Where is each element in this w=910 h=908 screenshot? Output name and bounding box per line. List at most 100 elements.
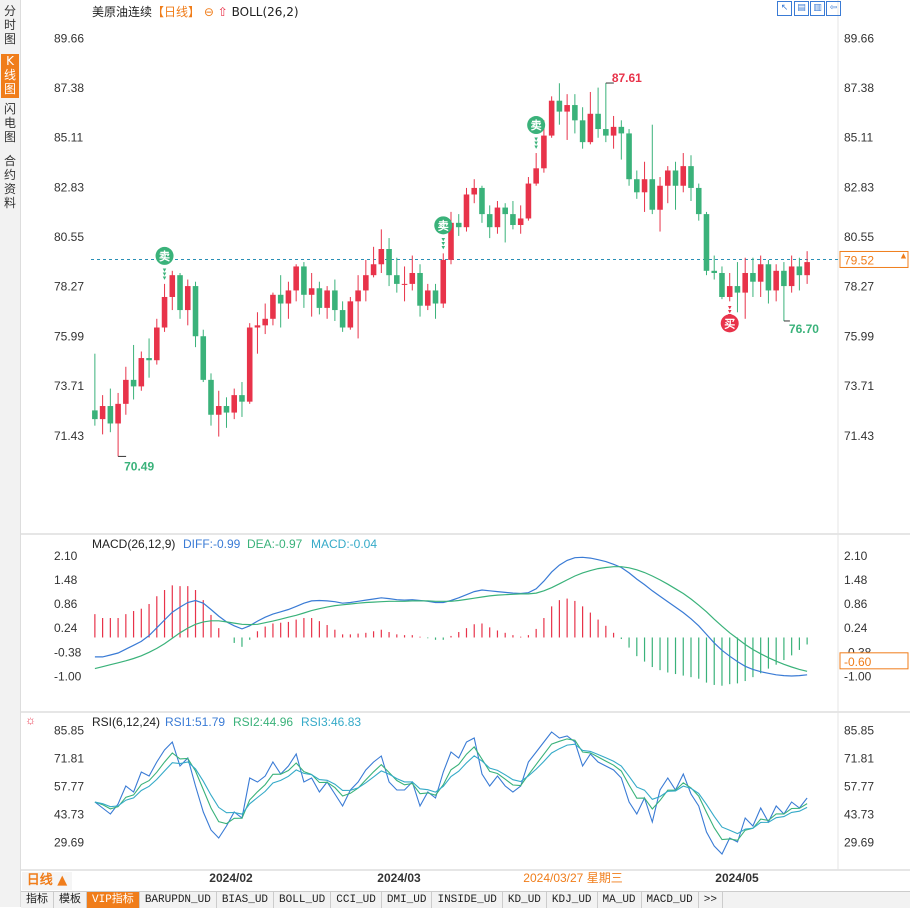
period-selector-button[interactable]: 日线 ▲	[22, 872, 72, 890]
candle[interactable]	[293, 266, 299, 291]
candle[interactable]	[386, 249, 392, 276]
indicator-tab-kd-ud[interactable]: KD_UD	[503, 892, 547, 908]
candle[interactable]	[634, 179, 640, 193]
candle[interactable]	[223, 406, 230, 413]
candle[interactable]	[757, 264, 764, 282]
candle[interactable]	[370, 264, 377, 276]
candle[interactable]	[316, 288, 323, 308]
candle[interactable]	[308, 288, 315, 295]
candle[interactable]	[610, 126, 617, 136]
candle[interactable]	[409, 272, 416, 284]
candle[interactable]	[579, 120, 586, 143]
candle[interactable]	[595, 113, 601, 130]
indicator-tab--[interactable]: 模板	[54, 892, 87, 908]
candle[interactable]	[239, 395, 245, 402]
candle[interactable]	[138, 358, 145, 387]
sell-signal-icon[interactable]	[155, 246, 174, 265]
candle[interactable]	[347, 301, 354, 328]
candle[interactable]	[688, 166, 694, 188]
candle[interactable]	[502, 207, 508, 215]
layout-tool-icon[interactable]: ▤	[794, 1, 809, 16]
candle[interactable]	[517, 218, 524, 226]
candle[interactable]	[215, 406, 222, 415]
candle[interactable]	[440, 259, 447, 304]
candle[interactable]	[324, 290, 330, 308]
candle[interactable]	[262, 318, 268, 326]
indicator-tab-inside-ud[interactable]: INSIDE_UD	[432, 892, 503, 908]
indicator-tab-vip-[interactable]: VIP指标	[87, 892, 140, 908]
tab-timeshare[interactable]: 分时图	[3, 4, 16, 46]
candle[interactable]	[734, 286, 741, 293]
candle[interactable]	[773, 270, 779, 291]
candle[interactable]	[781, 270, 787, 287]
candle[interactable]	[339, 310, 346, 328]
indicator-tab-boll-ud[interactable]: BOLL_UD	[274, 892, 332, 908]
candle[interactable]	[618, 126, 625, 134]
candle[interactable]	[603, 129, 609, 136]
candle[interactable]	[572, 105, 578, 121]
sell-signal-icon[interactable]	[527, 116, 546, 135]
candle[interactable]	[455, 222, 462, 228]
indicator-arrow-icon[interactable]: ⇧	[217, 5, 228, 19]
candle[interactable]	[533, 168, 539, 184]
candle[interactable]	[246, 327, 253, 402]
candle[interactable]	[564, 105, 570, 112]
tab-contract-info[interactable]: 合约资料	[3, 154, 16, 210]
candle[interactable]	[355, 290, 361, 302]
indicator-tab--[interactable]: 指标	[21, 892, 54, 908]
indicator-tab--[interactable]: >>	[699, 892, 723, 908]
indicator-tab-dmi-ud[interactable]: DMI_UD	[382, 892, 433, 908]
candle[interactable]	[695, 187, 702, 215]
candle[interactable]	[401, 283, 408, 285]
candle[interactable]	[130, 379, 137, 387]
candle[interactable]	[765, 264, 772, 291]
candle[interactable]	[587, 113, 594, 143]
candle[interactable]	[680, 166, 687, 186]
sell-signal-icon[interactable]	[434, 216, 453, 235]
candle[interactable]	[788, 266, 795, 287]
candle[interactable]	[649, 179, 656, 210]
candle[interactable]	[115, 403, 121, 424]
split-tool-icon[interactable]: ▥	[810, 1, 825, 16]
candle[interactable]	[657, 185, 663, 210]
candle[interactable]	[510, 214, 516, 226]
candle[interactable]	[92, 410, 98, 420]
candle[interactable]	[99, 406, 106, 420]
candle[interactable]	[363, 275, 369, 291]
candle[interactable]	[742, 272, 748, 293]
candle[interactable]	[719, 272, 725, 297]
candle[interactable]	[378, 249, 385, 265]
indicator-tab-cci-ud[interactable]: CCI_UD	[331, 892, 382, 908]
candle[interactable]	[417, 272, 423, 306]
candle[interactable]	[703, 214, 710, 271]
candle[interactable]	[486, 214, 493, 228]
candle[interactable]	[107, 406, 114, 424]
candle[interactable]	[332, 290, 338, 311]
candle[interactable]	[711, 270, 718, 273]
candle[interactable]	[448, 222, 454, 260]
candle[interactable]	[394, 275, 400, 284]
candle[interactable]	[154, 327, 160, 361]
candle[interactable]	[432, 290, 439, 304]
candle[interactable]	[494, 207, 501, 228]
candle[interactable]	[424, 290, 431, 306]
candle[interactable]	[672, 170, 679, 186]
candle[interactable]	[641, 179, 648, 193]
indicator-tab-ma-ud[interactable]: MA_UD	[598, 892, 642, 908]
candle[interactable]	[254, 325, 261, 328]
candle[interactable]	[479, 187, 485, 215]
candle[interactable]	[804, 262, 810, 276]
candle[interactable]	[750, 272, 756, 282]
candle[interactable]	[796, 266, 803, 276]
candle[interactable]	[277, 294, 284, 304]
indicator-tab-barupdn-ud[interactable]: BARUPDN_UD	[140, 892, 217, 908]
candle[interactable]	[463, 194, 470, 228]
candle[interactable]	[471, 187, 478, 195]
chart-area[interactable]: MACD(26,12,9) DIFF:-0.99 DEA:-0.97 MACD:-0.…	[21, 0, 910, 891]
candle[interactable]	[548, 100, 555, 136]
candle[interactable]	[301, 266, 307, 295]
candle[interactable]	[626, 133, 632, 180]
candle[interactable]	[208, 379, 214, 415]
candle[interactable]	[664, 170, 671, 186]
candle[interactable]	[184, 286, 191, 311]
